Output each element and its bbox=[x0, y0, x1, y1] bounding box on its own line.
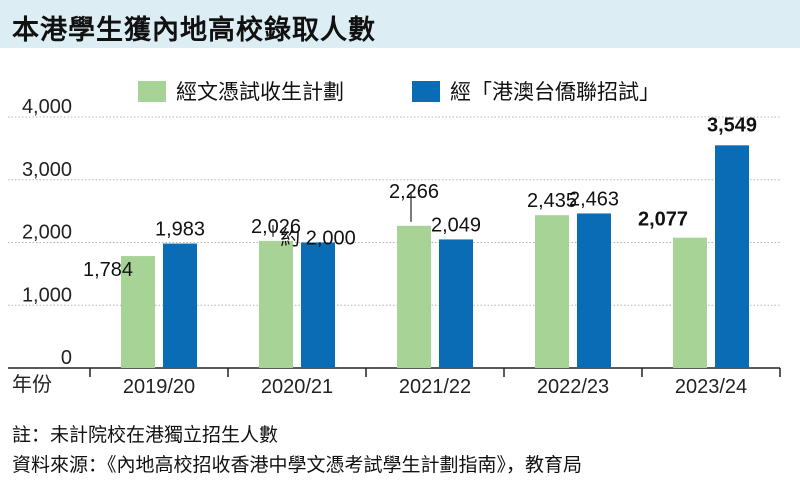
x-tick-label: 2019/20 bbox=[123, 376, 195, 398]
bar-green bbox=[397, 225, 431, 368]
legend-label-green: 經文憑試收生計劃 bbox=[176, 80, 344, 104]
legend-item-blue: 經「港澳台僑聯招試」 bbox=[412, 76, 660, 106]
x-axis-title: 年份 bbox=[12, 372, 52, 396]
x-tick-label: 2022/23 bbox=[537, 376, 609, 398]
x-tick-label: 2020/21 bbox=[261, 376, 333, 398]
bar-green bbox=[535, 215, 569, 368]
bar-blue bbox=[439, 239, 473, 368]
data-label: 2,463 bbox=[569, 188, 619, 210]
data-label: 2,435 bbox=[527, 190, 577, 212]
title-bar: 本港學生獲內地高校錄取人數 bbox=[0, 0, 800, 48]
bar-blue bbox=[301, 242, 335, 368]
x-tick-label: 2023/24 bbox=[675, 376, 747, 398]
bar-green bbox=[673, 237, 707, 368]
y-tick-label: 3,000 bbox=[22, 159, 72, 181]
data-label: 約 2,000 bbox=[280, 227, 356, 250]
data-label: 2,266 bbox=[389, 181, 439, 203]
legend-item-green: 經文憑試收生計劃 bbox=[138, 76, 344, 106]
data-label: 2,026 bbox=[251, 216, 301, 238]
footnote-note: 註：未計院校在港獨立招生人數 bbox=[12, 424, 279, 446]
data-label: 1,784 bbox=[83, 259, 133, 281]
legend-label-blue: 經「港澳台僑聯招試」 bbox=[450, 80, 660, 104]
footnote-source: 資料來源：《內地高校招收香港中學文憑考試學生計劃指南》，教育局 bbox=[12, 454, 583, 476]
y-tick-label: 1,000 bbox=[22, 284, 72, 306]
bar-blue bbox=[577, 213, 611, 368]
y-tick-label: 0 bbox=[61, 347, 72, 369]
data-label: 2,077 bbox=[638, 209, 688, 231]
data-label: 1,983 bbox=[155, 219, 205, 241]
bar-green bbox=[259, 240, 293, 368]
bar-blue bbox=[715, 145, 749, 368]
data-label: 3,549 bbox=[707, 114, 757, 136]
y-tick-label: 2,000 bbox=[22, 222, 72, 244]
legend-swatch-blue bbox=[412, 80, 440, 102]
chart-title: 本港學生獲內地高校錄取人數 bbox=[12, 15, 376, 46]
bar-green bbox=[121, 256, 155, 368]
y-tick-label: 4,000 bbox=[22, 96, 72, 118]
x-tick-label: 2021/22 bbox=[399, 376, 471, 398]
bar-blue bbox=[163, 243, 197, 368]
data-label: 2,049 bbox=[431, 214, 481, 236]
legend-swatch-green bbox=[138, 80, 166, 102]
